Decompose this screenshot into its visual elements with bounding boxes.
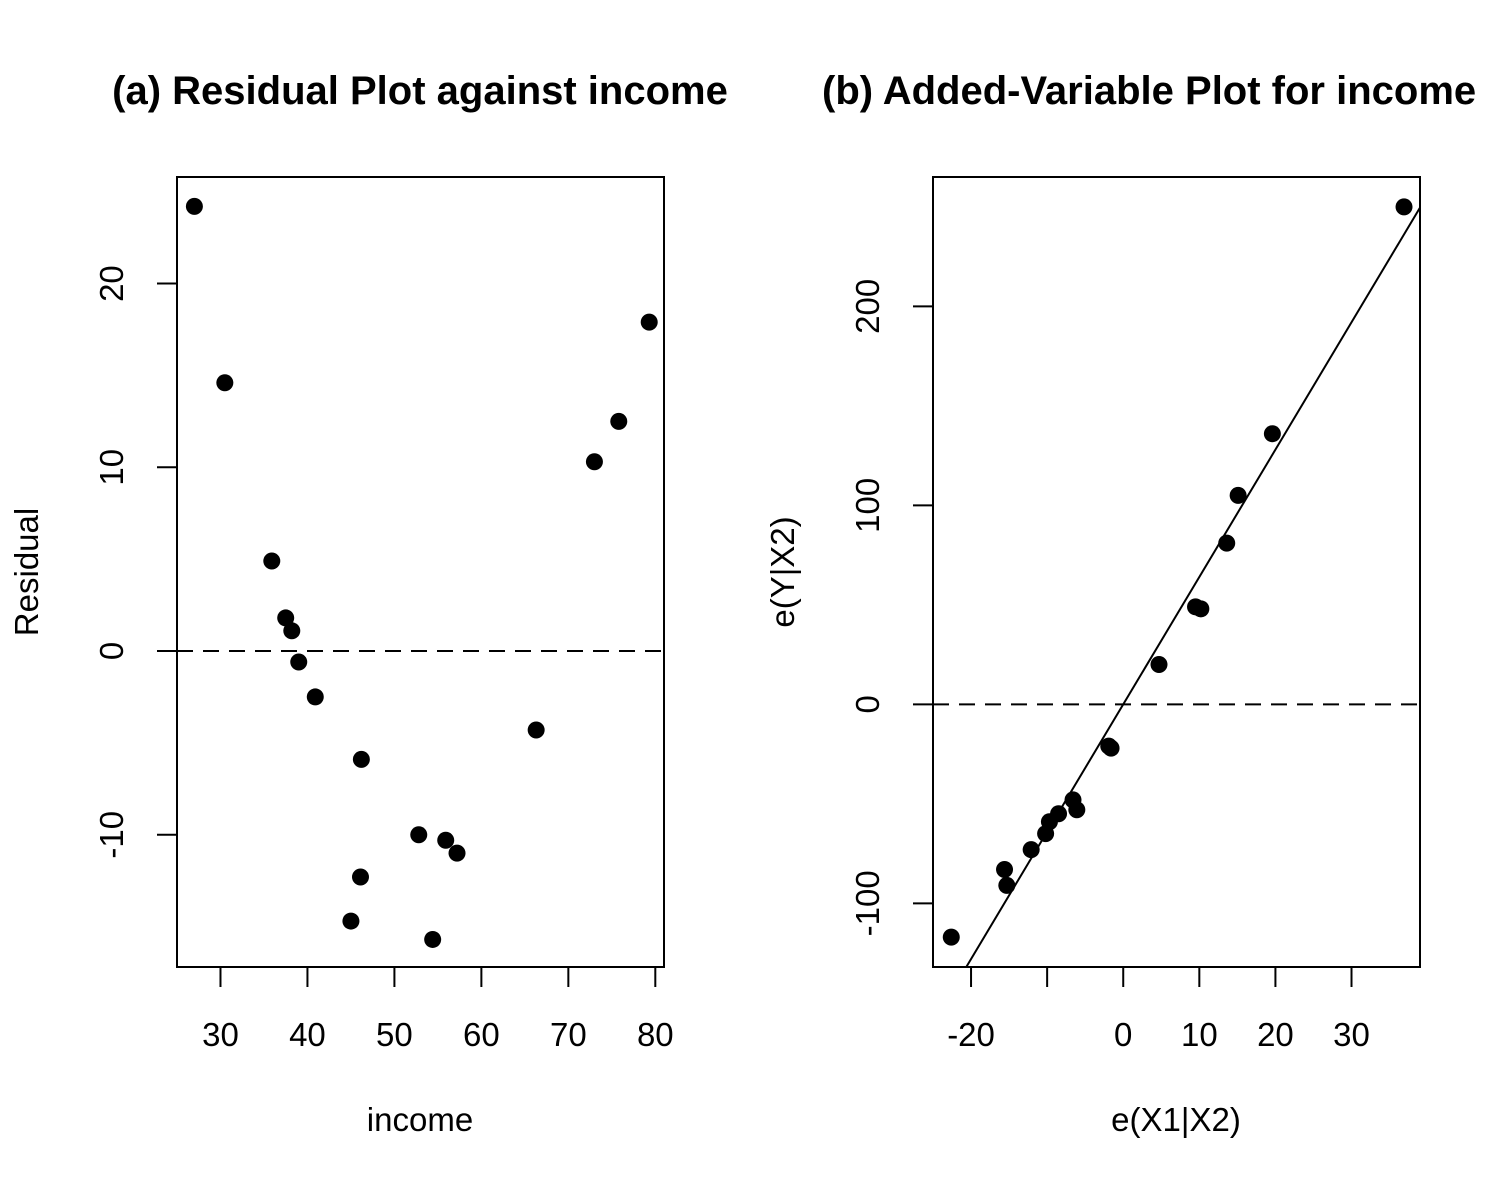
panel-a-x-tick-label: 50 [376,1016,413,1053]
panel-a-x-tick-label: 80 [637,1016,674,1053]
panel-a-y-tick-label: 0 [93,642,130,660]
panel-b-point [1068,801,1086,819]
panel-a-x-tick-label: 30 [202,1016,239,1053]
panel-a-point [410,826,428,844]
panel-b-x-tick-label: 10 [1181,1016,1218,1053]
panel-a-point [263,552,281,570]
panel-b-point [1229,486,1247,504]
panel-b-x-tick-label: -20 [947,1016,995,1053]
panel-a-point [283,622,301,640]
panel-a-plot-frame [176,176,665,968]
panel-a-point [342,912,360,930]
panel-a-point [277,609,295,627]
panel-a-point [290,653,308,671]
panel-a-x-tick-label: 70 [550,1016,587,1053]
panel-a-point [610,412,628,430]
panel-b-point [1150,656,1168,674]
panel-b-point [996,860,1014,878]
panel-a-point [448,844,466,862]
panel-b-title: (b) Added-Variable Plot for income [822,69,1476,113]
panel-a-x-tick-label: 60 [463,1016,500,1053]
panel-a-title: (a) Residual Plot against income [112,69,728,113]
panel-a-point [585,453,603,471]
panel-a-x-tick-label: 40 [289,1016,326,1053]
panel-b-x-tick-label: 0 [1114,1016,1132,1053]
panel-a-x-axis: 30 40 50 60 70 80 [202,967,674,1053]
panel-b-y-tick-label: 0 [849,695,886,713]
panel-a-point [216,374,234,392]
panel-a: (a) Residual Plot against income 30 40 50 6… [8,69,728,1138]
panel-b-y-label: e(Y|X2) [764,516,801,627]
panel-b: (b) Added-Variable Plot for income -20 0 1… [764,69,1476,1138]
panel-b-point [998,876,1016,894]
panel-a-point [640,313,658,331]
panel-b-point [1263,425,1281,443]
panel-a-y-axis: -10 0 10 20 [93,265,177,859]
panel-a-point [185,197,203,215]
panel-b-point [1192,600,1210,618]
panel-b-x-axis: -20 0 10 20 30 [947,967,1370,1053]
panel-a-y-tick-label: 10 [93,449,130,486]
panel-b-x-tick-label: 30 [1333,1016,1370,1053]
panel-b-points [942,198,1413,946]
panel-a-point [424,930,442,948]
panel-a-y-tick-label: -10 [93,811,130,859]
panel-b-point [1218,534,1236,552]
panel-b-point [1395,198,1413,216]
panel-b-y-tick-label: -100 [849,870,886,936]
panel-a-y-label: Residual [8,508,45,636]
panel-a-point [352,750,370,768]
panel-b-x-tick-label: 20 [1257,1016,1294,1053]
panel-a-y-tick-label: 20 [93,265,130,302]
panel-b-y-tick-label: 100 [849,478,886,533]
panel-b-point [1022,841,1040,859]
panel-b-point [1050,805,1068,823]
panel-b-y-axis: -100 0 100 200 [849,279,933,936]
panel-a-point [527,721,545,739]
panel-a-point [351,868,369,886]
panel-b-plot-frame [932,176,1421,968]
panel-b-point [942,928,960,946]
panel-b-point [1102,739,1120,757]
panel-a-points [185,197,658,948]
panel-a-x-label: income [367,1101,473,1138]
panel-a-point [306,688,324,706]
panel-b-x-label: e(X1|X2) [1111,1101,1241,1138]
panel-b-y-tick-label: 200 [849,279,886,334]
panel-a-point [437,831,455,849]
